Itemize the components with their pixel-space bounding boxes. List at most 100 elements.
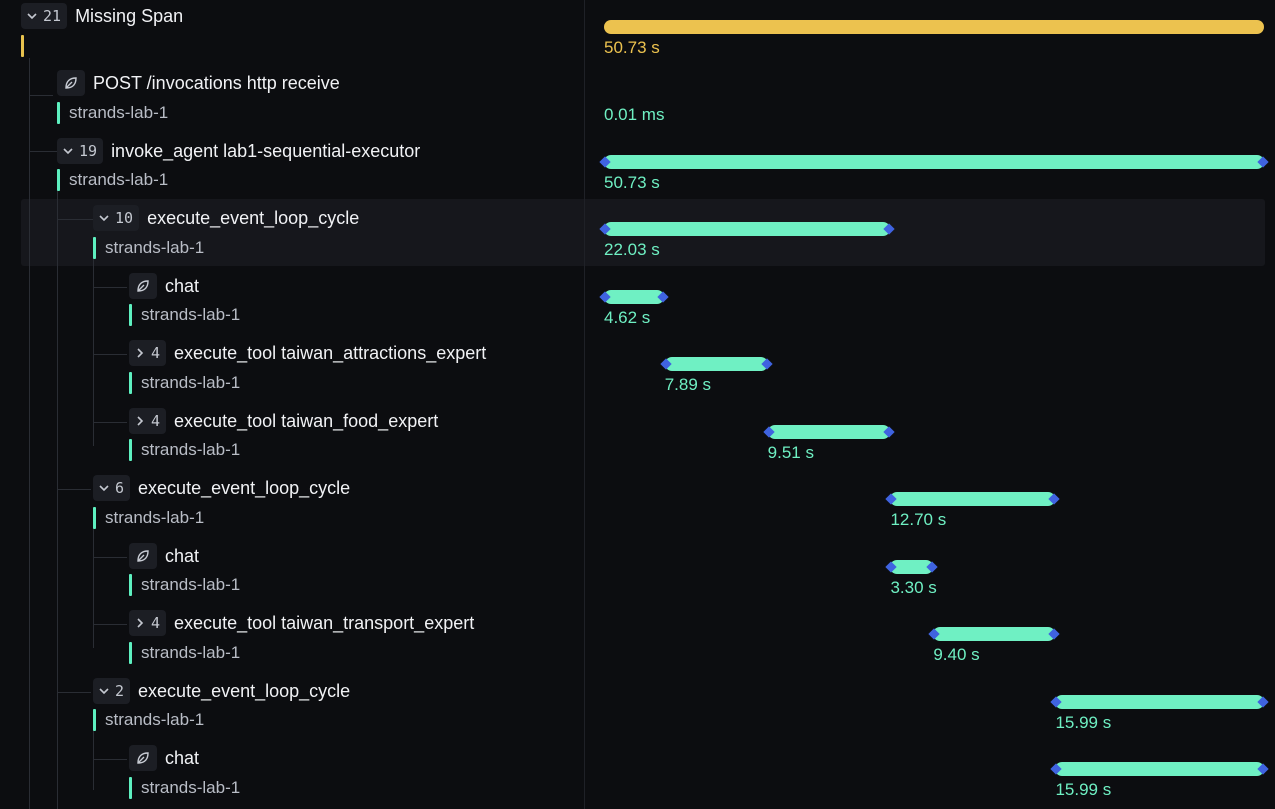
tree-guide [29, 58, 30, 809]
timeline-bar[interactable] [599, 155, 1269, 169]
span-row-execute-tool-transport[interactable]: 4 execute_tool taiwan_transport_expert [129, 610, 474, 636]
panel-divider[interactable] [584, 0, 585, 809]
chevron-down-icon [63, 148, 73, 155]
span-row-post-invocations[interactable]: POST /invocations http receive [57, 70, 340, 96]
span-name: chat [165, 747, 200, 768]
end-marker-icon [1257, 763, 1269, 775]
service-color-bar [129, 642, 132, 664]
span-row-event-loop-cycle[interactable]: 10 execute_event_loop_cycle [93, 205, 359, 231]
timeline-bar[interactable] [660, 357, 773, 371]
service-marker-root [21, 35, 33, 57]
tree-guide [93, 238, 94, 446]
span-row-chat[interactable]: chat [129, 745, 199, 771]
service-color-bar [129, 574, 132, 596]
end-marker-icon [761, 358, 773, 370]
span-name: execute_event_loop_cycle [147, 207, 360, 228]
duration-label: 15.99 s [1055, 780, 1112, 799]
start-marker-icon [763, 426, 775, 438]
timeline-bar[interactable] [763, 425, 896, 439]
child-count: 21 [43, 7, 62, 25]
chevron-right-icon [137, 416, 144, 426]
chevron-down-icon [27, 13, 37, 20]
expand-toggle[interactable]: 4 [129, 408, 167, 434]
service-tag: strands-lab-1 [93, 709, 204, 731]
service-tag: strands-lab-1 [57, 102, 168, 124]
service-color-bar [57, 169, 60, 191]
start-marker-icon [660, 358, 672, 370]
end-marker-icon [657, 291, 669, 303]
span-name: execute_event_loop_cycle [138, 477, 351, 498]
span-row-chat[interactable]: chat [129, 543, 199, 569]
expand-toggle[interactable]: 4 [129, 340, 167, 366]
service-name: strands-lab-1 [141, 440, 241, 459]
service-color-bar [129, 777, 132, 799]
leaf-icon [129, 745, 157, 771]
tree-connector [93, 354, 127, 355]
expand-toggle[interactable]: 21 [21, 3, 68, 29]
end-marker-icon [1257, 156, 1269, 168]
duration-label: 22.03 s [604, 240, 660, 259]
timeline-bar[interactable] [604, 20, 1264, 34]
span-row-chat[interactable]: chat [129, 273, 199, 299]
end-marker-icon [883, 426, 896, 438]
service-tag: strands-lab-1 [129, 777, 240, 799]
service-tag: strands-lab-1 [93, 237, 204, 259]
span-name: Missing Span [75, 5, 184, 26]
service-name: strands-lab-1 [141, 643, 241, 662]
start-marker-icon [1050, 763, 1063, 775]
span-row-execute-tool-food[interactable]: 4 execute_tool taiwan_food_expert [129, 408, 438, 434]
duration-label: 4.62 s [604, 308, 651, 327]
timeline-bar[interactable] [1050, 695, 1269, 709]
span-row-event-loop-cycle[interactable]: 6 execute_event_loop_cycle [93, 475, 350, 501]
service-name: strands-lab-1 [141, 305, 241, 324]
duration-label: 0.01 ms [604, 105, 665, 124]
service-tag: strands-lab-1 [93, 507, 204, 529]
span-row-execute-tool-attractions[interactable]: 4 execute_tool taiwan_attractions_expert [129, 340, 486, 366]
child-count: 4 [151, 614, 161, 632]
span-name: execute_tool taiwan_attractions_expert [174, 342, 487, 363]
duration-label: 50.73 s [604, 38, 660, 57]
tree-connector [93, 557, 127, 558]
timeline-bar[interactable] [885, 492, 1061, 506]
start-marker-icon [885, 493, 898, 505]
service-color-bar [129, 439, 132, 461]
service-color-bar [21, 35, 24, 57]
service-name: strands-lab-1 [69, 103, 169, 122]
span-name: execute_event_loop_cycle [138, 680, 351, 701]
service-color-bar [93, 507, 96, 529]
timeline-bar[interactable] [599, 222, 896, 236]
duration-label: 3.30 s [890, 578, 937, 597]
tree-connector [93, 422, 127, 423]
service-color-bar [129, 304, 132, 326]
expand-toggle[interactable]: 10 [93, 205, 140, 231]
end-marker-icon [926, 561, 938, 573]
timeline-bar[interactable] [885, 560, 938, 574]
expand-toggle[interactable]: 2 [93, 678, 131, 704]
timeline-bar[interactable] [1050, 762, 1269, 776]
timeline-bar[interactable] [599, 290, 669, 304]
span-name: POST /invocations http receive [93, 72, 340, 93]
chevron-down-icon [99, 215, 109, 222]
span-row-invoke-agent[interactable]: 19 invoke_agent lab1-sequential-executor [57, 138, 420, 164]
tree-connector [57, 692, 91, 693]
tree-guide [93, 710, 94, 790]
chevron-down-icon [99, 688, 109, 695]
span-row-event-loop-cycle[interactable]: 2 execute_event_loop_cycle [93, 678, 350, 704]
chevron-right-icon [137, 348, 144, 358]
end-marker-icon [1048, 493, 1061, 505]
timeline-bar[interactable] [928, 627, 1061, 641]
child-count: 19 [79, 142, 98, 160]
span-row-missing-span[interactable]: 21 Missing Span [21, 3, 183, 29]
service-name: strands-lab-1 [105, 238, 205, 257]
duration-label: 12.70 s [890, 510, 947, 529]
child-count: 6 [115, 479, 125, 497]
service-name: strands-lab-1 [105, 508, 205, 527]
chevron-right-icon [137, 618, 144, 628]
duration-label: 9.51 s [767, 443, 814, 462]
leaf-icon [129, 273, 157, 299]
start-marker-icon [599, 291, 611, 303]
expand-toggle[interactable]: 4 [129, 610, 167, 636]
expand-toggle[interactable]: 6 [93, 475, 131, 501]
service-name: strands-lab-1 [69, 170, 169, 189]
expand-toggle[interactable]: 19 [57, 138, 104, 164]
